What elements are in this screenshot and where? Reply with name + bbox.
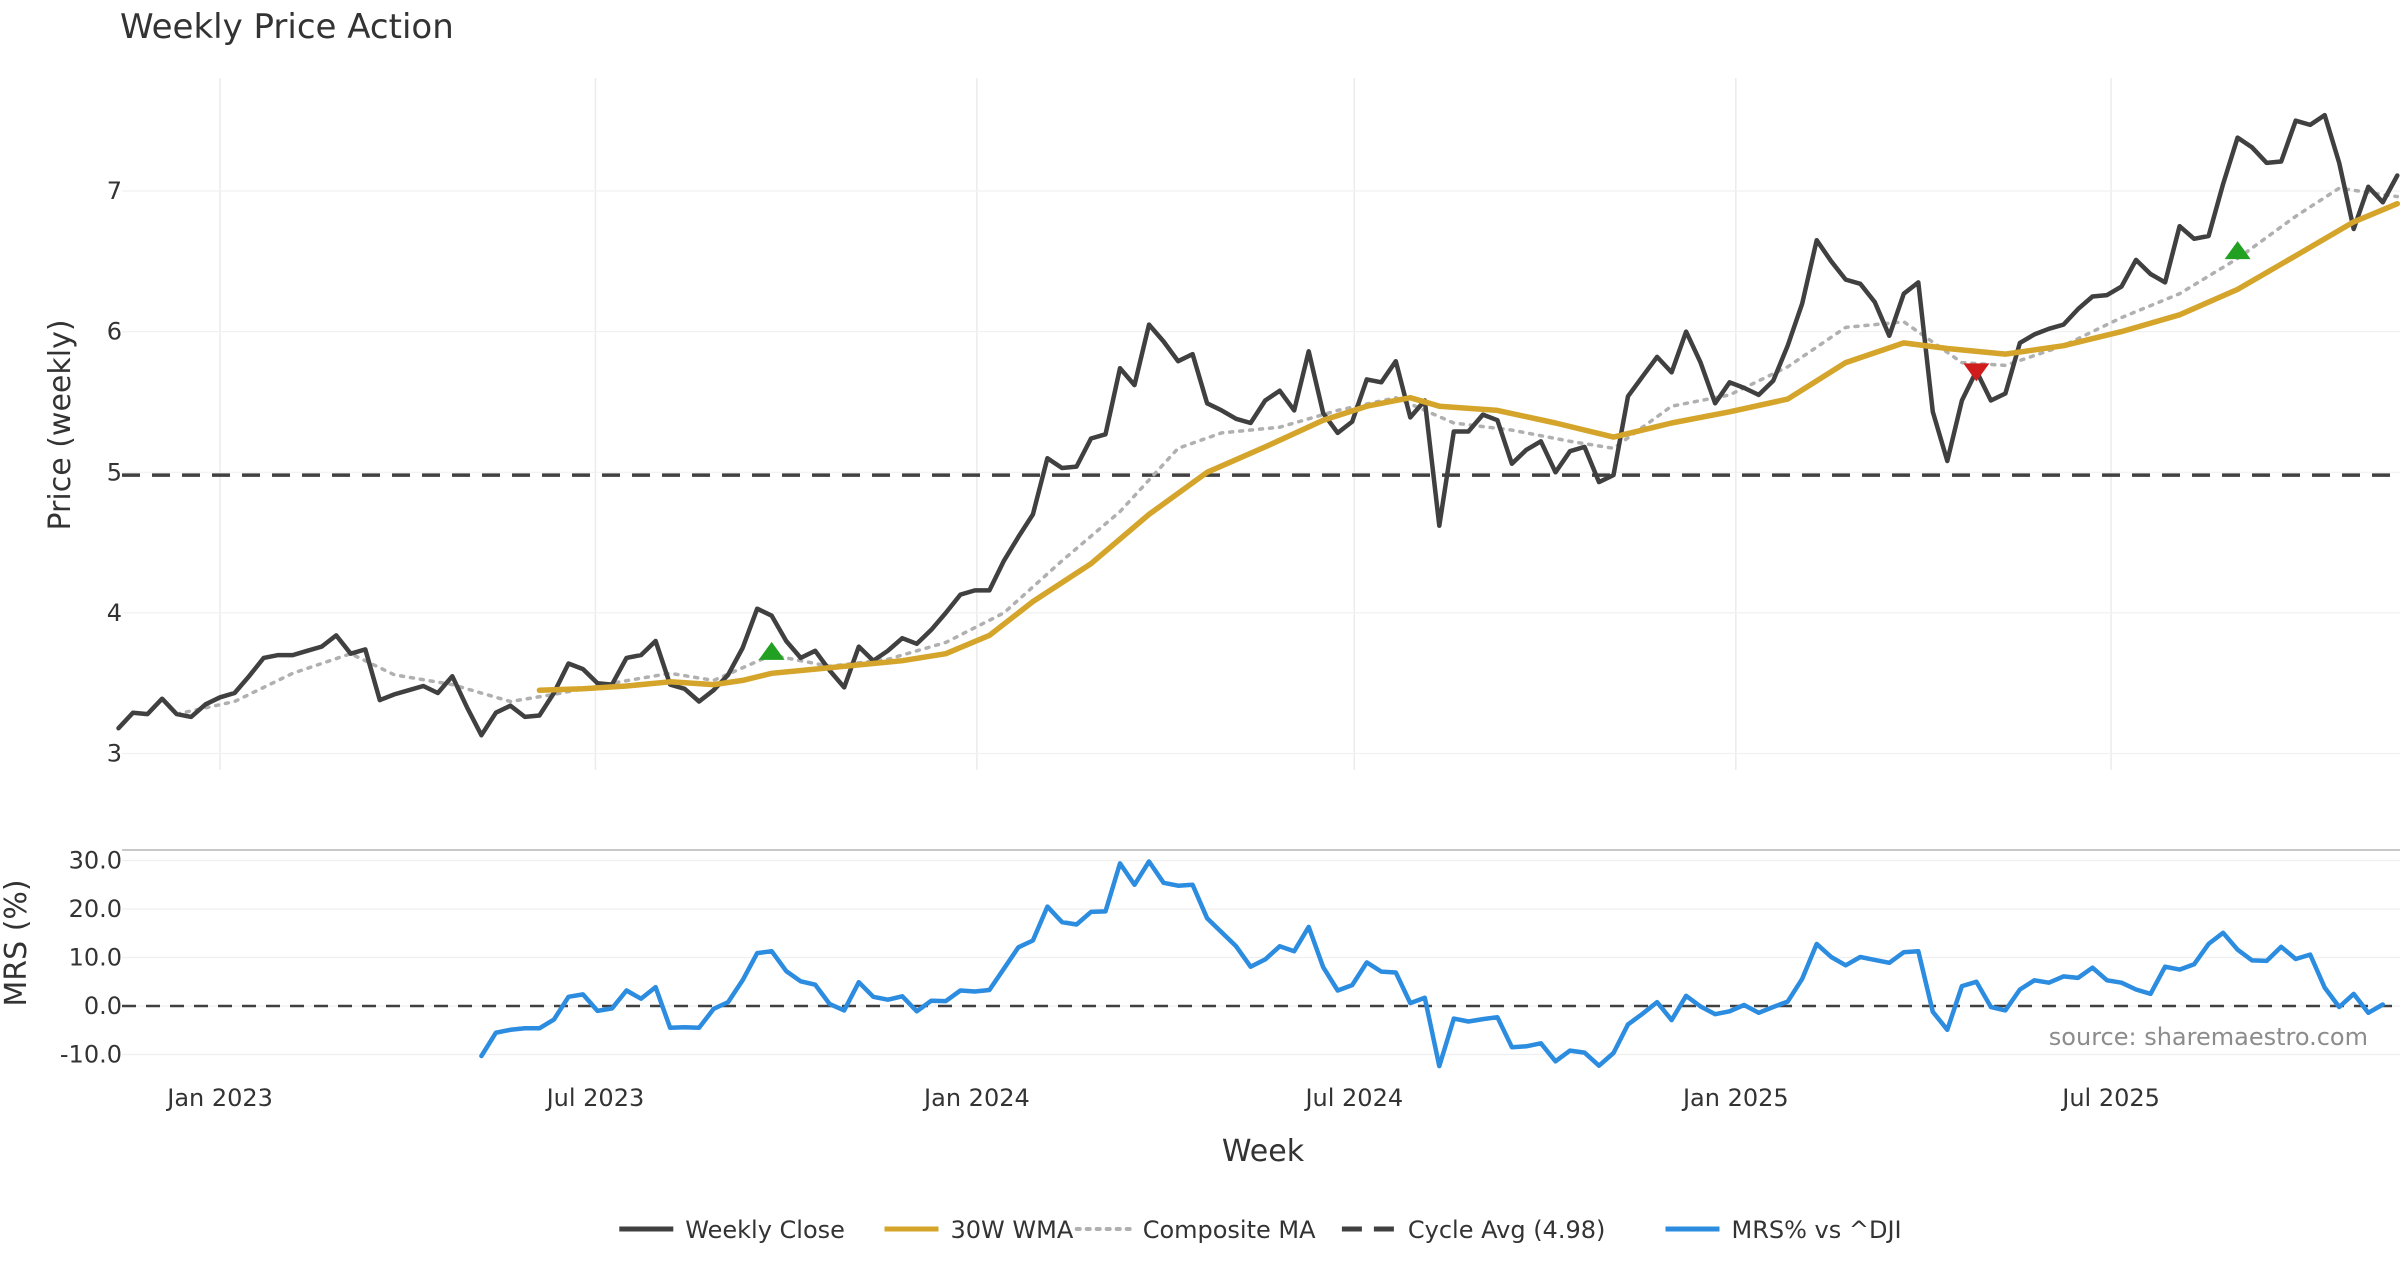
price-panel-grid [122,78,2400,770]
x-tick-labels: Jan 2023 Jul 2023 Jan 2024 Jul 2024 Jan 2025… [165,1084,2160,1112]
buy-signal-marker [2224,241,2251,260]
price-y-tick-label: 3 [107,740,122,768]
price-y-tick-label: 6 [107,318,122,346]
price-y-tick-label: 7 [107,177,122,205]
chart-title: Weekly Price Action [120,7,454,47]
x-tick-label: Jul 2024 [1303,1084,1403,1112]
legend-label: Cycle Avg (4.98) [1408,1216,1605,1244]
sell-signal-marker [1963,363,1990,382]
legend-item-composite-ma: Composite MA [1074,1216,1316,1244]
legend-item-cycle-avg-4-98: Cycle Avg (4.98) [1341,1216,1605,1244]
series-composite-ma-line [174,186,2400,716]
buy-signal-marker [758,641,785,660]
mrs-y-tick-labels: 30.0 20.0 10.0 0.0 -10.0 [60,847,122,1069]
series-30w-wma-line [536,200,2400,693]
legend-label: MRS% vs ^DJI [1732,1216,1902,1244]
signal-layer [758,241,2251,660]
series-weekly-close-line [116,112,2400,738]
x-tick-label: Jan 2024 [922,1084,1030,1112]
price-y-tick-labels: 3 4 5 6 7 [107,177,122,768]
mrs-y-tick-label: 10.0 [69,944,122,972]
price-y-tick-label: 5 [107,458,122,486]
source-note: source: sharemaestro.com [2049,1023,2368,1051]
legend-item-weekly-close: Weekly Close [619,1216,845,1244]
mrs-y-axis-title: MRS (%) [0,879,34,1006]
x-tick-label: Jan 2023 [165,1084,273,1112]
mrs-y-tick-label: 30.0 [69,847,122,875]
x-axis-title: Week [1222,1134,1305,1169]
legend-item-30w-wma: 30W WMA [884,1216,1074,1244]
x-tick-label: Jan 2025 [1681,1084,1789,1112]
legend-label: Weekly Close [685,1216,845,1244]
legend-label: Composite MA [1143,1216,1316,1244]
mrs-y-tick-label: -10.0 [60,1041,122,1069]
x-tick-label: Jul 2023 [545,1084,645,1112]
mrs-y-tick-label: 0.0 [84,992,122,1020]
price-y-tick-label: 4 [107,599,122,627]
series-layer [116,112,2400,1069]
legend-label: 30W WMA [951,1216,1074,1244]
mrs-y-tick-label: 20.0 [69,895,122,923]
legend-item-mrs-vs-dji: MRS% vs ^DJI [1665,1216,1902,1244]
legend: Weekly Close 30W WMA Composite MA Cycle Avg… [619,1216,1902,1244]
price-y-axis-title: Price (weekly) [43,319,78,530]
x-tick-label: Jul 2025 [2060,1084,2160,1112]
series-mrs-vs-dji-line [479,859,2386,1069]
